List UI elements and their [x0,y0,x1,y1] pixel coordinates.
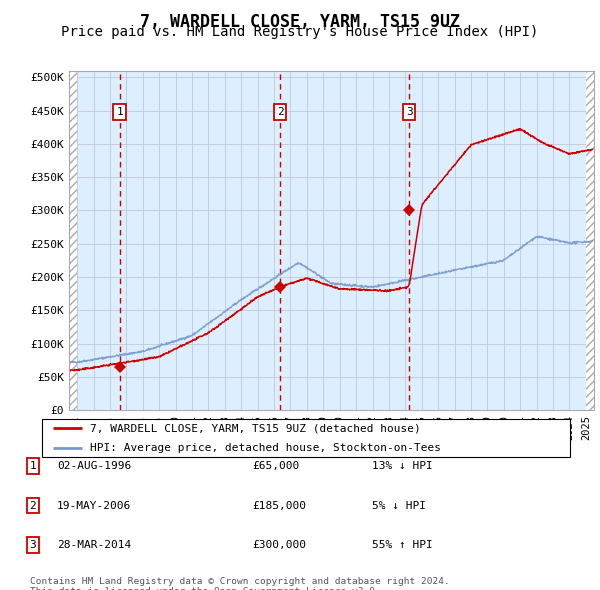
Text: 19-MAY-2006: 19-MAY-2006 [57,501,131,510]
Text: Price paid vs. HM Land Registry's House Price Index (HPI): Price paid vs. HM Land Registry's House … [61,25,539,40]
Text: 3: 3 [406,107,412,117]
Text: 28-MAR-2014: 28-MAR-2014 [57,540,131,550]
Text: 5% ↓ HPI: 5% ↓ HPI [372,501,426,510]
Text: 02-AUG-1996: 02-AUG-1996 [57,461,131,471]
Text: 2: 2 [29,501,37,510]
Text: Contains HM Land Registry data © Crown copyright and database right 2024.
This d: Contains HM Land Registry data © Crown c… [30,577,450,590]
Text: £300,000: £300,000 [252,540,306,550]
Text: £185,000: £185,000 [252,501,306,510]
Text: HPI: Average price, detached house, Stockton-on-Tees: HPI: Average price, detached house, Stoc… [89,442,440,453]
Text: 7, WARDELL CLOSE, YARM, TS15 9UZ: 7, WARDELL CLOSE, YARM, TS15 9UZ [140,13,460,31]
Text: 13% ↓ HPI: 13% ↓ HPI [372,461,433,471]
Text: 7, WARDELL CLOSE, YARM, TS15 9UZ (detached house): 7, WARDELL CLOSE, YARM, TS15 9UZ (detach… [89,424,420,434]
Text: 1: 1 [116,107,123,117]
Text: £65,000: £65,000 [252,461,299,471]
Text: 1: 1 [29,461,37,471]
Text: 3: 3 [29,540,37,550]
Text: 2: 2 [277,107,284,117]
Text: 55% ↑ HPI: 55% ↑ HPI [372,540,433,550]
